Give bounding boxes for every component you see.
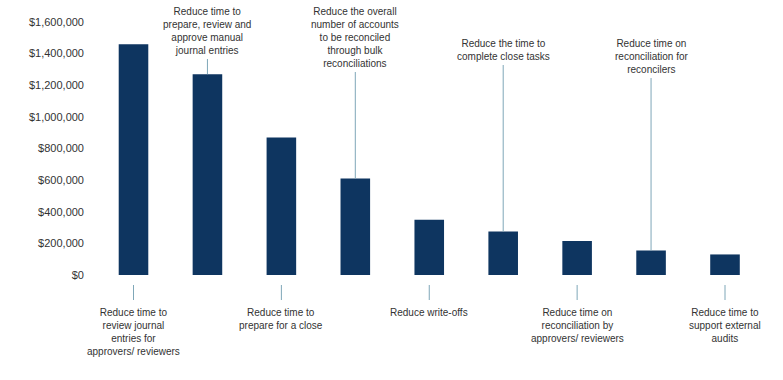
svg-text:Reduce time toprepare, review: Reduce time toprepare, review andapprove… [163,6,251,56]
svg-text:Reduce write-offs: Reduce write-offs [390,307,468,318]
svg-text:Reduce time onreconciliation b: Reduce time onreconciliation byapprovers… [531,307,624,344]
svg-text:$200,000: $200,000 [38,237,84,249]
svg-text:$1,600,000: $1,600,000 [29,16,84,28]
svg-text:Reduce time toreview journalen: Reduce time toreview journalentries fora… [87,307,180,357]
svg-text:Reduce time toprepare for a cl: Reduce time toprepare for a close [239,307,323,331]
svg-text:$600,000: $600,000 [38,174,84,186]
svg-text:Reduce the overallnumber of ac: Reduce the overallnumber of accountsto b… [311,6,399,69]
svg-text:$1,000,000: $1,000,000 [29,111,84,123]
svg-text:$1,400,000: $1,400,000 [29,47,84,59]
svg-text:$1,200,000: $1,200,000 [29,79,84,91]
svg-text:Reduce time onreconciliation f: Reduce time onreconciliation forreconcil… [615,38,688,75]
svg-text:$800,000: $800,000 [38,142,84,154]
svg-text:Reduce the time tocomplete clo: Reduce the time tocomplete close tasks [457,38,550,62]
svg-text:Reduce time tosupport external: Reduce time tosupport externalaudits [689,307,761,344]
svg-text:$0: $0 [72,269,84,281]
svg-text:$400,000: $400,000 [38,206,84,218]
